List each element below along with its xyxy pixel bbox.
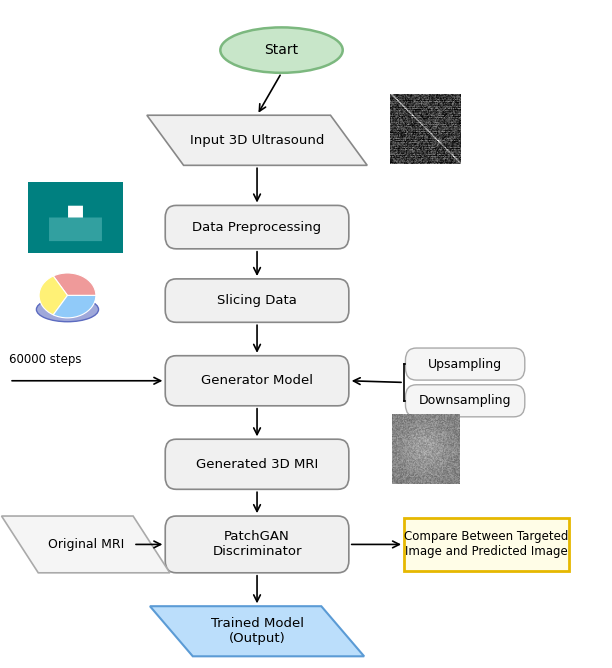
Text: Trained Model
(Output): Trained Model (Output): [211, 617, 304, 645]
FancyBboxPatch shape: [405, 348, 524, 380]
Wedge shape: [53, 273, 96, 295]
Text: Compare Between Targeted
Image and Predicted Image: Compare Between Targeted Image and Predi…: [405, 530, 569, 558]
FancyBboxPatch shape: [405, 385, 524, 417]
Polygon shape: [150, 607, 364, 656]
FancyBboxPatch shape: [165, 516, 349, 572]
Polygon shape: [147, 115, 367, 165]
Text: Generator Model: Generator Model: [201, 374, 313, 387]
Wedge shape: [53, 295, 96, 318]
Text: Data Preprocessing: Data Preprocessing: [193, 220, 321, 234]
FancyBboxPatch shape: [165, 279, 349, 322]
FancyBboxPatch shape: [165, 440, 349, 489]
Text: Generated 3D MRI: Generated 3D MRI: [196, 458, 318, 471]
Wedge shape: [39, 276, 67, 315]
Ellipse shape: [220, 27, 343, 73]
Text: Start: Start: [264, 43, 299, 57]
FancyBboxPatch shape: [165, 355, 349, 405]
Bar: [404, 518, 569, 571]
Text: PatchGAN
Discriminator: PatchGAN Discriminator: [212, 530, 302, 558]
Text: Original MRI: Original MRI: [48, 538, 124, 551]
Polygon shape: [2, 516, 170, 572]
FancyBboxPatch shape: [165, 205, 349, 248]
Ellipse shape: [37, 297, 99, 322]
Text: Slicing Data: Slicing Data: [217, 294, 297, 307]
Text: Downsampling: Downsampling: [419, 394, 512, 407]
Text: Input 3D Ultrasound: Input 3D Ultrasound: [190, 134, 324, 147]
Text: 60000 steps: 60000 steps: [9, 353, 81, 366]
Text: Upsampling: Upsampling: [428, 357, 502, 371]
